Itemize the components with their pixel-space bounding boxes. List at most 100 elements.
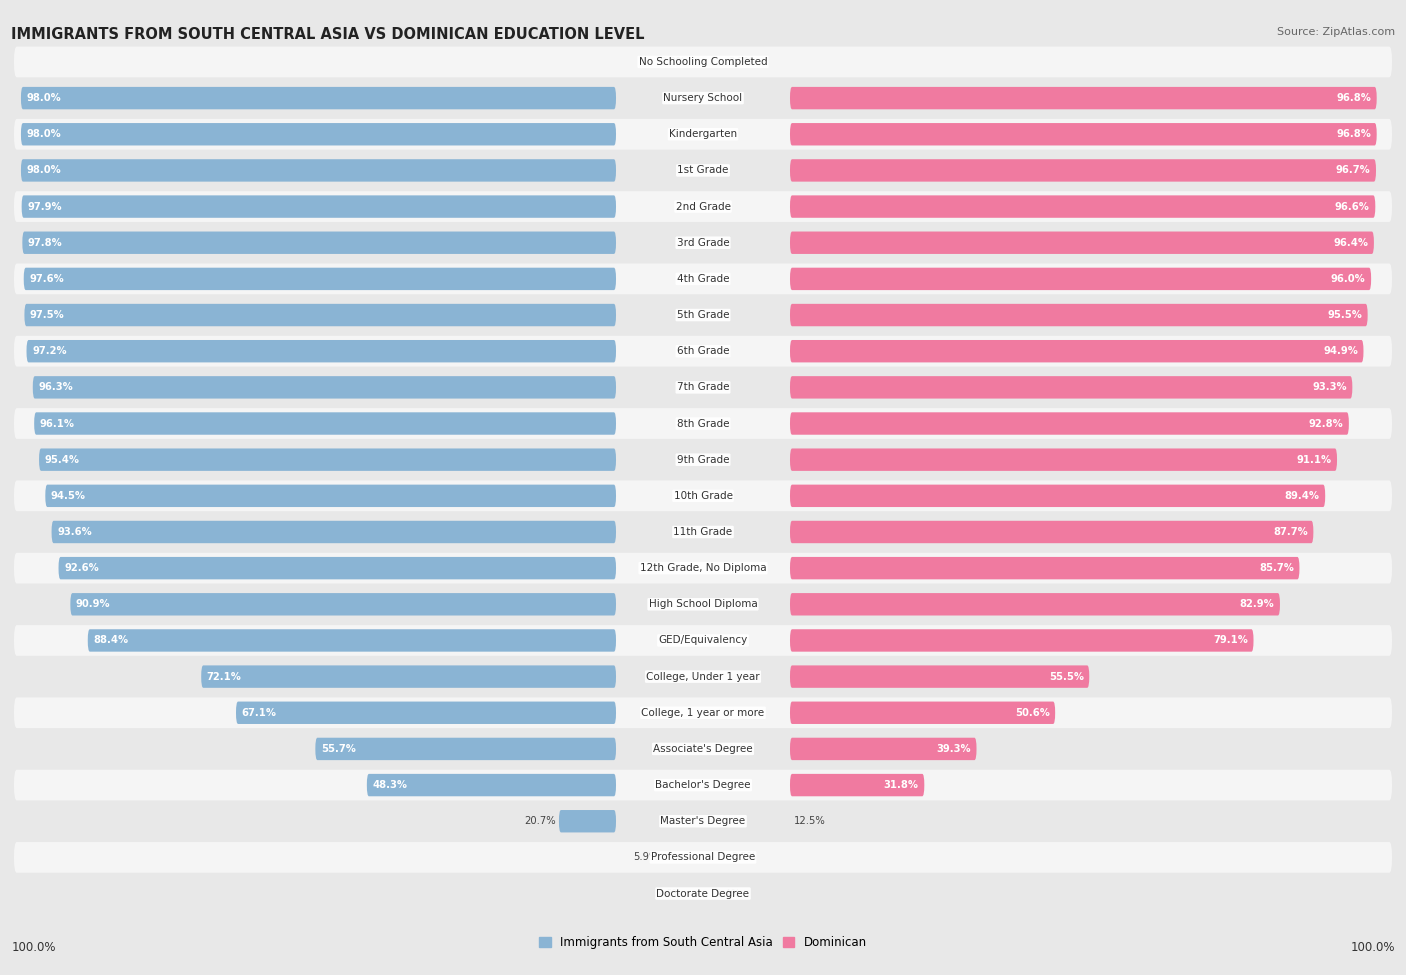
Text: 89.4%: 89.4% xyxy=(1285,490,1320,501)
Text: 3.5%: 3.5% xyxy=(731,852,756,863)
FancyBboxPatch shape xyxy=(790,304,1368,327)
Text: 97.5%: 97.5% xyxy=(30,310,65,320)
Text: High School Diploma: High School Diploma xyxy=(648,600,758,609)
FancyBboxPatch shape xyxy=(14,806,1392,837)
Text: 96.4%: 96.4% xyxy=(1333,238,1368,248)
Text: 1.4%: 1.4% xyxy=(716,888,741,899)
Text: 1st Grade: 1st Grade xyxy=(678,166,728,175)
FancyBboxPatch shape xyxy=(21,159,616,181)
Text: 96.7%: 96.7% xyxy=(1336,166,1371,175)
Text: 50.6%: 50.6% xyxy=(1015,708,1050,718)
Text: 95.4%: 95.4% xyxy=(45,454,80,465)
Text: 72.1%: 72.1% xyxy=(207,672,242,682)
FancyBboxPatch shape xyxy=(14,769,1392,800)
FancyBboxPatch shape xyxy=(14,625,1392,656)
Text: Bachelor's Degree: Bachelor's Degree xyxy=(655,780,751,790)
Text: Kindergarten: Kindergarten xyxy=(669,130,737,139)
Text: 55.5%: 55.5% xyxy=(1049,672,1084,682)
Text: 96.8%: 96.8% xyxy=(1336,130,1371,139)
FancyBboxPatch shape xyxy=(315,738,616,761)
FancyBboxPatch shape xyxy=(14,191,1392,222)
FancyBboxPatch shape xyxy=(87,629,616,651)
Text: No Schooling Completed: No Schooling Completed xyxy=(638,57,768,67)
FancyBboxPatch shape xyxy=(790,376,1353,399)
FancyBboxPatch shape xyxy=(790,557,1299,579)
FancyBboxPatch shape xyxy=(790,268,1371,291)
FancyBboxPatch shape xyxy=(790,87,1376,109)
FancyBboxPatch shape xyxy=(14,83,1392,113)
Text: 97.6%: 97.6% xyxy=(30,274,65,284)
Text: 4th Grade: 4th Grade xyxy=(676,274,730,284)
FancyBboxPatch shape xyxy=(236,702,616,724)
FancyBboxPatch shape xyxy=(790,231,1374,254)
Text: Associate's Degree: Associate's Degree xyxy=(654,744,752,754)
FancyBboxPatch shape xyxy=(790,774,924,797)
Text: Nursery School: Nursery School xyxy=(664,93,742,103)
Text: College, 1 year or more: College, 1 year or more xyxy=(641,708,765,718)
FancyBboxPatch shape xyxy=(27,340,616,363)
Text: 96.6%: 96.6% xyxy=(1334,202,1369,212)
FancyBboxPatch shape xyxy=(14,335,1392,367)
FancyBboxPatch shape xyxy=(790,665,1090,687)
FancyBboxPatch shape xyxy=(22,231,616,254)
Text: 92.6%: 92.6% xyxy=(65,564,98,573)
FancyBboxPatch shape xyxy=(790,159,1376,181)
FancyBboxPatch shape xyxy=(14,553,1392,583)
Text: 97.8%: 97.8% xyxy=(28,238,63,248)
Text: 90.9%: 90.9% xyxy=(76,600,111,609)
Text: 85.7%: 85.7% xyxy=(1258,564,1294,573)
Text: 10th Grade: 10th Grade xyxy=(673,490,733,501)
Text: 55.7%: 55.7% xyxy=(321,744,356,754)
Text: 12th Grade, No Diploma: 12th Grade, No Diploma xyxy=(640,564,766,573)
FancyBboxPatch shape xyxy=(790,593,1279,615)
FancyBboxPatch shape xyxy=(14,481,1392,511)
FancyBboxPatch shape xyxy=(14,263,1392,294)
Text: College, Under 1 year: College, Under 1 year xyxy=(647,672,759,682)
FancyBboxPatch shape xyxy=(14,589,1392,620)
Text: 100.0%: 100.0% xyxy=(1350,941,1395,954)
Text: 31.8%: 31.8% xyxy=(884,780,918,790)
FancyBboxPatch shape xyxy=(790,702,1054,724)
FancyBboxPatch shape xyxy=(790,412,1348,435)
Text: 93.3%: 93.3% xyxy=(1312,382,1347,392)
Text: 3rd Grade: 3rd Grade xyxy=(676,238,730,248)
FancyBboxPatch shape xyxy=(21,195,616,217)
Text: 98.0%: 98.0% xyxy=(27,130,62,139)
Text: 5th Grade: 5th Grade xyxy=(676,310,730,320)
FancyBboxPatch shape xyxy=(201,665,616,687)
Text: IMMIGRANTS FROM SOUTH CENTRAL ASIA VS DOMINICAN EDUCATION LEVEL: IMMIGRANTS FROM SOUTH CENTRAL ASIA VS DO… xyxy=(11,27,645,42)
Text: 97.9%: 97.9% xyxy=(27,202,62,212)
Text: 5.9%: 5.9% xyxy=(633,852,658,863)
Text: 8th Grade: 8th Grade xyxy=(676,418,730,429)
Text: 95.5%: 95.5% xyxy=(1327,310,1362,320)
Text: 39.3%: 39.3% xyxy=(936,744,972,754)
FancyBboxPatch shape xyxy=(14,661,1392,692)
Text: 2.0%: 2.0% xyxy=(661,57,686,67)
Text: 7th Grade: 7th Grade xyxy=(676,382,730,392)
Text: 9th Grade: 9th Grade xyxy=(676,454,730,465)
FancyBboxPatch shape xyxy=(34,412,616,435)
FancyBboxPatch shape xyxy=(52,521,616,543)
FancyBboxPatch shape xyxy=(59,557,616,579)
Text: 48.3%: 48.3% xyxy=(373,780,408,790)
Text: 11th Grade: 11th Grade xyxy=(673,526,733,537)
Text: 92.8%: 92.8% xyxy=(1309,418,1343,429)
FancyBboxPatch shape xyxy=(14,155,1392,186)
FancyBboxPatch shape xyxy=(14,299,1392,331)
Text: 87.7%: 87.7% xyxy=(1272,526,1308,537)
Text: 98.0%: 98.0% xyxy=(27,166,62,175)
Text: 96.3%: 96.3% xyxy=(38,382,73,392)
Text: 88.4%: 88.4% xyxy=(93,636,128,645)
FancyBboxPatch shape xyxy=(790,195,1375,217)
FancyBboxPatch shape xyxy=(790,448,1337,471)
FancyBboxPatch shape xyxy=(790,629,1254,651)
FancyBboxPatch shape xyxy=(14,697,1392,728)
FancyBboxPatch shape xyxy=(21,123,616,145)
Text: 3.2%: 3.2% xyxy=(728,57,754,67)
FancyBboxPatch shape xyxy=(14,409,1392,439)
Text: 96.8%: 96.8% xyxy=(1336,93,1371,103)
FancyBboxPatch shape xyxy=(14,733,1392,764)
Text: 100.0%: 100.0% xyxy=(11,941,56,954)
FancyBboxPatch shape xyxy=(560,810,616,833)
Text: 79.1%: 79.1% xyxy=(1213,636,1249,645)
